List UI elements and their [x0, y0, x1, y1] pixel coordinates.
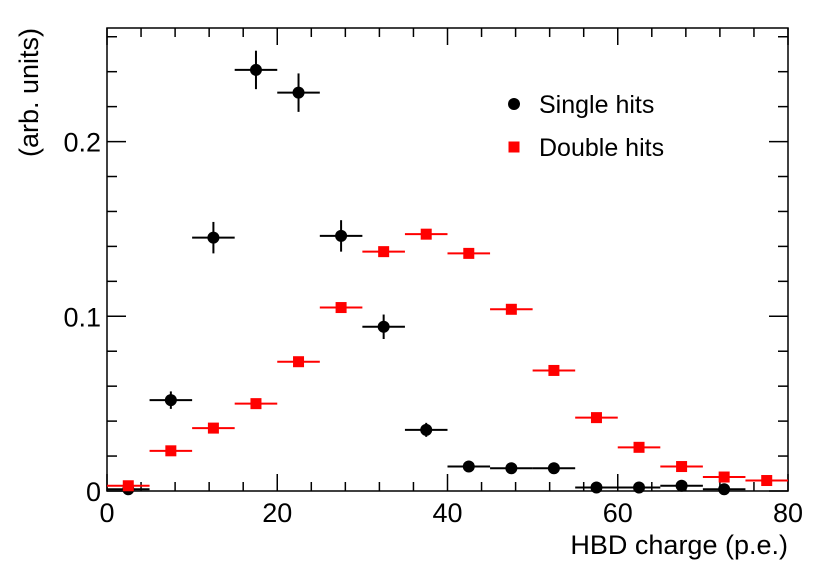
data-point — [207, 231, 220, 244]
x-tick-label: 40 — [432, 498, 462, 528]
data-point — [590, 412, 602, 424]
y-tick-label: 0 — [86, 477, 101, 507]
legend-marker — [508, 141, 520, 153]
data-point — [548, 364, 560, 376]
x-tick-label: 60 — [603, 498, 633, 528]
data-point — [463, 247, 475, 259]
axes: 0 20 40 60 80 0 0.1 0.2 — [63, 28, 803, 528]
data-point — [377, 320, 390, 333]
data-point — [462, 460, 475, 473]
x-tick-label: 80 — [773, 498, 803, 528]
data-point — [505, 303, 517, 315]
data-point — [718, 483, 731, 496]
y-tick-label: 0.2 — [63, 128, 101, 158]
legend: Single hits Double hits — [508, 91, 664, 162]
series-0 — [107, 50, 746, 496]
data-point — [633, 481, 646, 494]
data-point — [335, 229, 348, 242]
data-point — [505, 462, 518, 475]
data-marks — [107, 50, 788, 496]
data-point — [718, 471, 730, 483]
data-point — [675, 479, 688, 492]
y-tick-label: 0.1 — [63, 302, 101, 332]
data-point — [122, 480, 134, 492]
data-point — [250, 398, 262, 410]
data-point — [292, 86, 305, 99]
plot-frame — [106, 27, 789, 492]
legend-label: Single hits — [539, 91, 654, 119]
x-tick-label: 0 — [99, 498, 114, 528]
data-point — [207, 422, 219, 434]
data-point — [547, 462, 560, 475]
x-axis-title: HBD charge (p.e.) — [570, 530, 788, 560]
data-point — [293, 356, 305, 368]
data-point — [761, 475, 773, 487]
x-tick-label: 20 — [262, 498, 292, 528]
data-point — [335, 302, 347, 314]
data-point — [676, 461, 688, 473]
data-point — [249, 63, 262, 76]
series-1 — [107, 228, 788, 492]
data-point — [420, 423, 433, 436]
data-point — [633, 441, 645, 453]
data-point — [420, 228, 432, 240]
data-point — [590, 481, 603, 494]
data-point — [378, 246, 390, 258]
legend-label: Double hits — [539, 134, 664, 162]
legend-marker — [508, 98, 520, 110]
data-point — [165, 445, 177, 457]
y-axis-title: (arb. units) — [14, 28, 44, 157]
data-point — [164, 394, 177, 407]
